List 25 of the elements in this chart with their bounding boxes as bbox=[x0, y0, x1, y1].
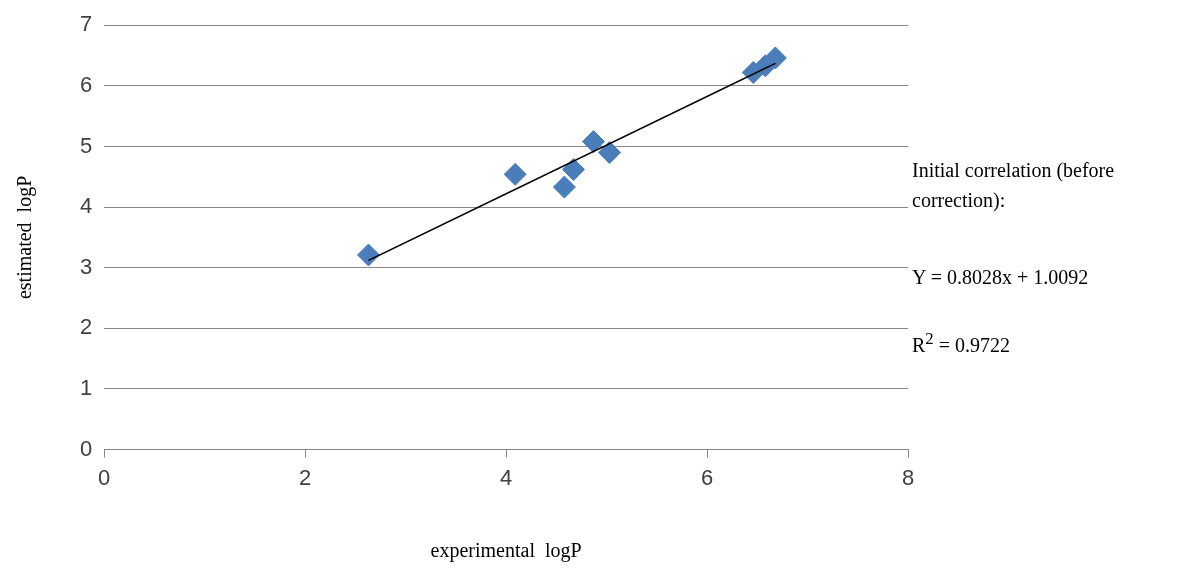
point bbox=[552, 175, 576, 199]
y-tick-label: 1 bbox=[79, 375, 93, 401]
point bbox=[763, 46, 787, 70]
y-tick-label: 5 bbox=[79, 132, 93, 158]
y-tick-label: 0 bbox=[79, 435, 93, 461]
x-axis-title: experimental logP bbox=[430, 539, 582, 563]
point bbox=[598, 141, 622, 165]
x-tick-label: 4 bbox=[499, 464, 513, 490]
text: Y = 0.8028x + 1.0092 bbox=[912, 265, 1090, 290]
point bbox=[561, 158, 585, 181]
y-tick-label: 3 bbox=[79, 253, 93, 279]
x-tick-label: 0 bbox=[98, 464, 111, 490]
text: R$^{2}$ = 0.9722 bbox=[912, 328, 1011, 358]
point bbox=[582, 130, 606, 154]
text: Initial correlation (before correction): bbox=[912, 158, 1116, 213]
y-axis-title: estimated logP bbox=[13, 175, 37, 300]
y-tick-label: 7 bbox=[79, 11, 93, 37]
x-tick-label: 6 bbox=[700, 464, 714, 490]
y-tick-label: 2 bbox=[79, 314, 93, 340]
y-tick-label: 6 bbox=[79, 71, 93, 97]
point bbox=[503, 162, 527, 186]
x-tick-label: 8 bbox=[901, 464, 915, 490]
y-tick-label: 4 bbox=[79, 193, 93, 219]
point bbox=[356, 243, 380, 267]
x-tick-label: 2 bbox=[299, 464, 312, 490]
